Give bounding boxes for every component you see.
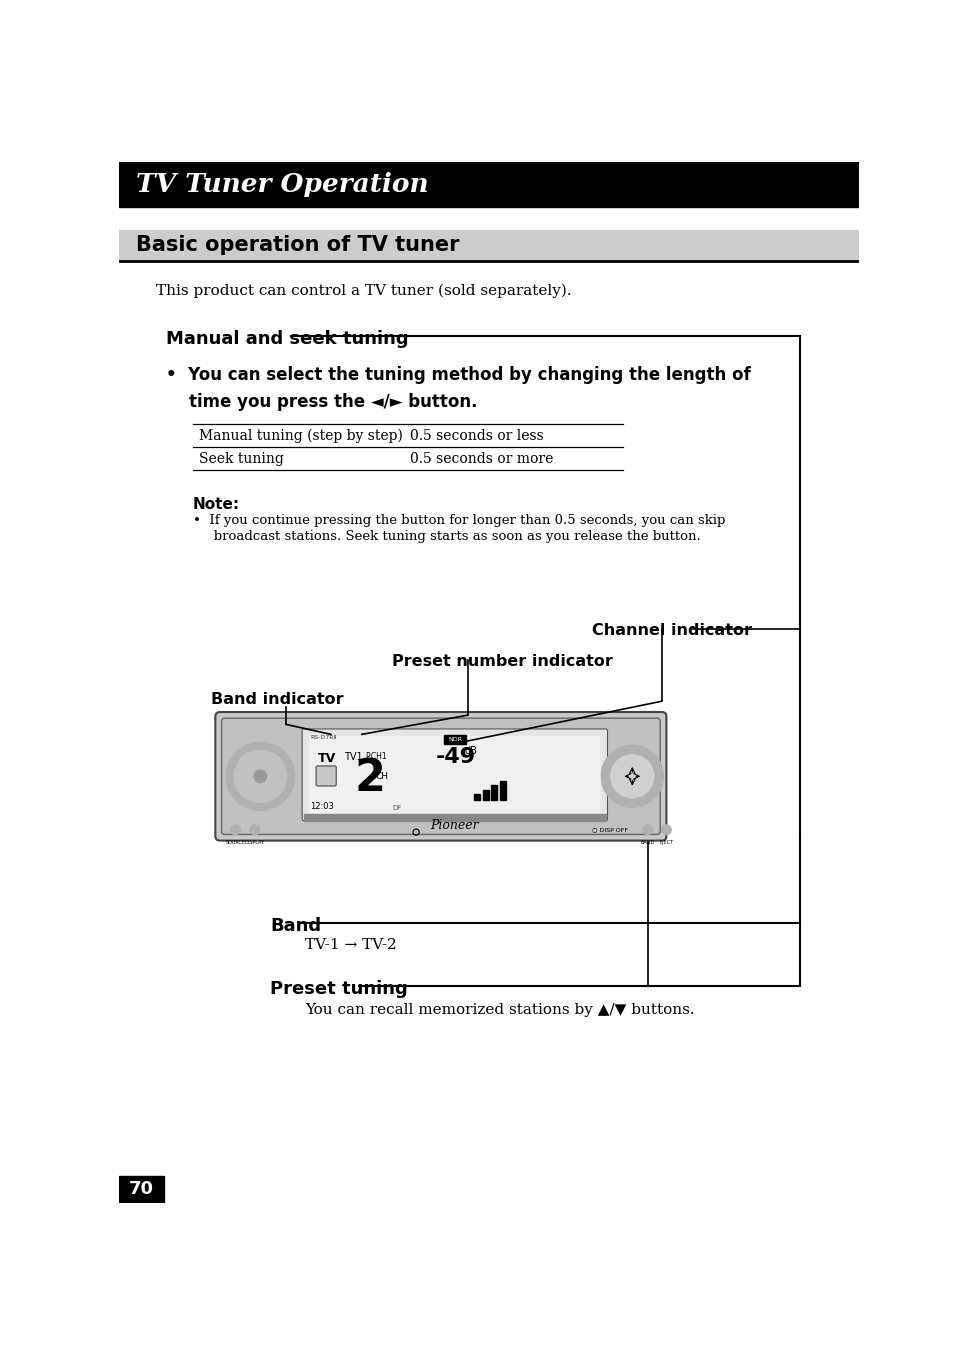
FancyBboxPatch shape (221, 718, 659, 834)
Text: dB: dB (464, 746, 477, 756)
Circle shape (642, 825, 652, 834)
Text: Note:: Note: (193, 498, 240, 512)
Text: TV: TV (317, 752, 335, 765)
Text: Seek tuning: Seek tuning (199, 452, 284, 465)
Text: Basic operation of TV tuner: Basic operation of TV tuner (136, 235, 459, 256)
Text: Channel indicator: Channel indicator (592, 623, 751, 638)
FancyBboxPatch shape (309, 735, 599, 814)
Bar (491, 786, 497, 800)
Text: DISPLAY: DISPLAY (245, 840, 265, 845)
Circle shape (250, 825, 259, 834)
Text: -49: -49 (435, 748, 476, 768)
Text: NDR: NDR (447, 737, 461, 742)
Text: Manual and seek tuning: Manual and seek tuning (166, 330, 408, 347)
FancyBboxPatch shape (302, 729, 607, 821)
Bar (443, 735, 465, 745)
Text: 12:03: 12:03 (310, 802, 334, 811)
Text: EJECT: EJECT (659, 840, 673, 845)
FancyBboxPatch shape (315, 767, 335, 786)
Text: Preset tuning: Preset tuning (270, 980, 408, 998)
Text: Manual tuning (step by step): Manual tuning (step by step) (199, 429, 402, 443)
Circle shape (610, 754, 654, 798)
Circle shape (253, 771, 266, 783)
Text: Pioneer: Pioneer (430, 819, 478, 831)
Bar (482, 790, 488, 800)
Text: •  If you continue pressing the button for longer than 0.5 seconds, you can skip: • If you continue pressing the button fo… (193, 514, 724, 527)
Text: SOURCE: SOURCE (225, 840, 245, 845)
Bar (499, 780, 505, 800)
Text: CH: CH (375, 772, 389, 781)
Text: •  You can select the tuning method by changing the length of: • You can select the tuning method by ch… (166, 366, 750, 384)
Text: 2: 2 (354, 757, 385, 800)
Text: TV1: TV1 (344, 752, 362, 763)
Text: This product can control a TV tuner (sold separately).: This product can control a TV tuner (sol… (156, 284, 572, 299)
Bar (474, 795, 480, 800)
Bar (303, 814, 605, 821)
Bar (119, 230, 858, 261)
Text: broadcast stations. Seek tuning starts as soon as you release the button.: broadcast stations. Seek tuning starts a… (200, 530, 700, 542)
Text: ○ DISP OFF: ○ DISP OFF (592, 827, 627, 831)
Text: 70: 70 (129, 1180, 154, 1198)
Text: time you press the ◄/► button.: time you press the ◄/► button. (166, 393, 476, 411)
Bar (119, 1175, 164, 1203)
Circle shape (233, 750, 286, 803)
Text: Band indicator: Band indicator (211, 692, 343, 707)
Circle shape (231, 825, 240, 834)
Circle shape (660, 825, 671, 834)
Text: 0.5 seconds or more: 0.5 seconds or more (410, 452, 553, 465)
Bar (119, 162, 858, 207)
Text: Preset number indicator: Preset number indicator (392, 653, 612, 668)
Text: TV-1 → TV-2: TV-1 → TV-2 (305, 938, 396, 952)
Text: P.CH1: P.CH1 (365, 752, 387, 761)
Text: RS-D7RⅡ: RS-D7RⅡ (310, 735, 336, 740)
Text: 0.5 seconds or less: 0.5 seconds or less (410, 429, 543, 442)
Circle shape (226, 742, 294, 810)
Text: BAND: BAND (640, 840, 655, 845)
Text: You can recall memorized stations by ▲/▼ buttons.: You can recall memorized stations by ▲/▼… (305, 1003, 694, 1017)
Text: Band: Band (270, 917, 321, 934)
Text: TV Tuner Operation: TV Tuner Operation (136, 172, 429, 197)
FancyBboxPatch shape (215, 713, 666, 841)
Circle shape (600, 745, 662, 807)
Text: DF: DF (393, 806, 401, 811)
